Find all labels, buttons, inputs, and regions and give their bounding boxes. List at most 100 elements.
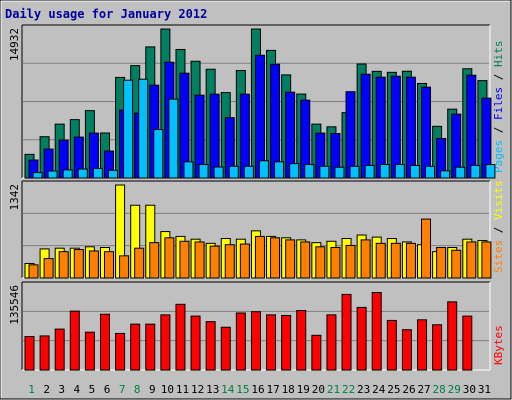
bar-kbytes-day-25 — [386, 319, 397, 371]
legend-part: / — [492, 120, 505, 140]
y-max-label: 135546 — [8, 285, 21, 325]
legend-part: Hits — [492, 41, 505, 68]
bar-pages-day-10 — [168, 98, 179, 179]
bar-sites-day-10 — [164, 237, 175, 279]
bar-kbytes-day-17 — [266, 314, 277, 371]
bar-sites-day-20 — [315, 246, 326, 279]
x-tick-label: 12 — [191, 383, 204, 396]
x-tick-label: 31 — [478, 383, 491, 396]
bar-sites-day-24 — [375, 242, 386, 279]
x-tick-label: 16 — [251, 383, 264, 396]
x-tick-label: 2 — [43, 383, 50, 396]
series-legend: Sites / Visits — [492, 180, 505, 273]
x-tick-label: 28 — [433, 383, 446, 396]
bar-kbytes-day-29 — [447, 301, 458, 371]
bar-kbytes-day-4 — [69, 310, 80, 371]
x-tick-label: 17 — [266, 383, 279, 396]
x-tick-label: 22 — [342, 383, 355, 396]
bar-kbytes-day-20 — [311, 334, 322, 371]
bar-kbytes-day-19 — [296, 310, 307, 371]
bar-files-day-24 — [375, 76, 386, 179]
bar-sites-day-18 — [285, 239, 296, 279]
panel-visits-sites: 1342 Sites / Visits — [8, 180, 505, 279]
bar-sites-day-8 — [134, 247, 145, 279]
bar-kbytes-day-3 — [54, 328, 65, 371]
bar-kbytes-day-6 — [99, 313, 110, 371]
panel-kbytes: 135546 KBytes — [8, 281, 505, 371]
bar-files-day-16 — [254, 54, 265, 179]
bar-pages-day-30 — [470, 164, 481, 179]
x-tick-label: 6 — [104, 383, 111, 396]
y-max-label: 14932 — [8, 28, 21, 61]
bar-kbytes-day-7 — [115, 332, 126, 371]
bar-kbytes-day-14 — [220, 326, 231, 371]
bar-pages-day-17 — [274, 161, 285, 179]
x-tick-label: 29 — [448, 383, 461, 396]
bar-sites-day-4 — [73, 249, 84, 279]
bar-kbytes-day-26 — [401, 329, 412, 371]
bar-pages-day-1 — [32, 172, 43, 179]
bar-kbytes-day-13 — [205, 321, 216, 371]
bar-sites-day-26 — [405, 242, 416, 279]
bar-pages-day-4 — [77, 168, 88, 179]
bar-pages-day-28 — [440, 170, 451, 179]
bar-sites-day-21 — [330, 247, 341, 279]
bar-pages-day-15 — [243, 165, 254, 179]
bar-sites-day-6 — [103, 251, 114, 279]
bar-sites-day-9 — [149, 242, 160, 279]
bar-kbytes-day-27 — [417, 319, 428, 371]
bar-pages-day-6 — [107, 169, 118, 179]
bar-pages-day-24 — [379, 164, 390, 179]
bar-kbytes-day-8 — [130, 323, 141, 371]
x-tick-label: 9 — [149, 383, 156, 396]
bar-sites-day-13 — [209, 245, 220, 279]
bar-pages-day-31 — [485, 164, 496, 179]
bar-kbytes-day-2 — [39, 335, 50, 371]
bar-pages-day-12 — [198, 164, 209, 179]
bar-kbytes-day-11 — [175, 303, 186, 371]
legend-part: Visits — [492, 180, 505, 220]
bar-sites-day-27 — [421, 218, 432, 279]
x-tick-label: 15 — [236, 383, 249, 396]
bar-files-day-22 — [345, 91, 356, 179]
bar-kbytes-day-18 — [281, 314, 292, 371]
bar-pages-day-11 — [183, 161, 194, 179]
bar-files-day-15 — [239, 93, 250, 179]
bar-pages-day-14 — [228, 165, 239, 179]
bar-sites-day-23 — [360, 239, 371, 279]
legend-part: / — [492, 220, 505, 240]
bar-kbytes-day-1 — [24, 336, 35, 371]
bar-pages-day-5 — [92, 167, 103, 179]
x-tick-label: 11 — [176, 383, 189, 396]
bar-kbytes-day-30 — [462, 315, 473, 371]
bar-pages-day-8 — [138, 78, 149, 179]
bar-pages-day-3 — [62, 169, 73, 179]
x-tick-label: 27 — [417, 383, 430, 396]
panel-hits-files-pages: 14932 Pages / Files / Hits — [8, 24, 505, 179]
bar-sites-day-5 — [88, 250, 99, 279]
x-tick-label: 5 — [89, 383, 96, 396]
x-tick-label: 30 — [463, 383, 476, 396]
bar-sites-day-25 — [390, 242, 401, 279]
x-tick-label: 14 — [221, 383, 235, 396]
bar-sites-day-28 — [436, 247, 447, 279]
bar-pages-day-21 — [334, 166, 345, 179]
bar-pages-day-20 — [319, 165, 330, 179]
bar-sites-day-7 — [119, 255, 130, 279]
x-tick-label: 13 — [206, 383, 219, 396]
bar-sites-day-14 — [224, 244, 235, 279]
chart-title: Daily usage for January 2012 — [5, 7, 207, 21]
bar-kbytes-day-16 — [250, 311, 261, 371]
bar-pages-day-7 — [123, 79, 134, 179]
bar-files-day-26 — [405, 76, 416, 179]
bar-sites-day-17 — [270, 237, 281, 279]
bar-pages-day-22 — [349, 165, 360, 179]
x-tick-label: 24 — [372, 383, 386, 396]
bar-pages-day-25 — [394, 164, 405, 179]
bar-sites-day-16 — [254, 235, 265, 279]
legend-part: Files — [492, 87, 505, 120]
bar-files-day-23 — [360, 73, 371, 179]
bar-kbytes-day-28 — [432, 324, 443, 371]
bar-kbytes-day-5 — [84, 331, 95, 371]
